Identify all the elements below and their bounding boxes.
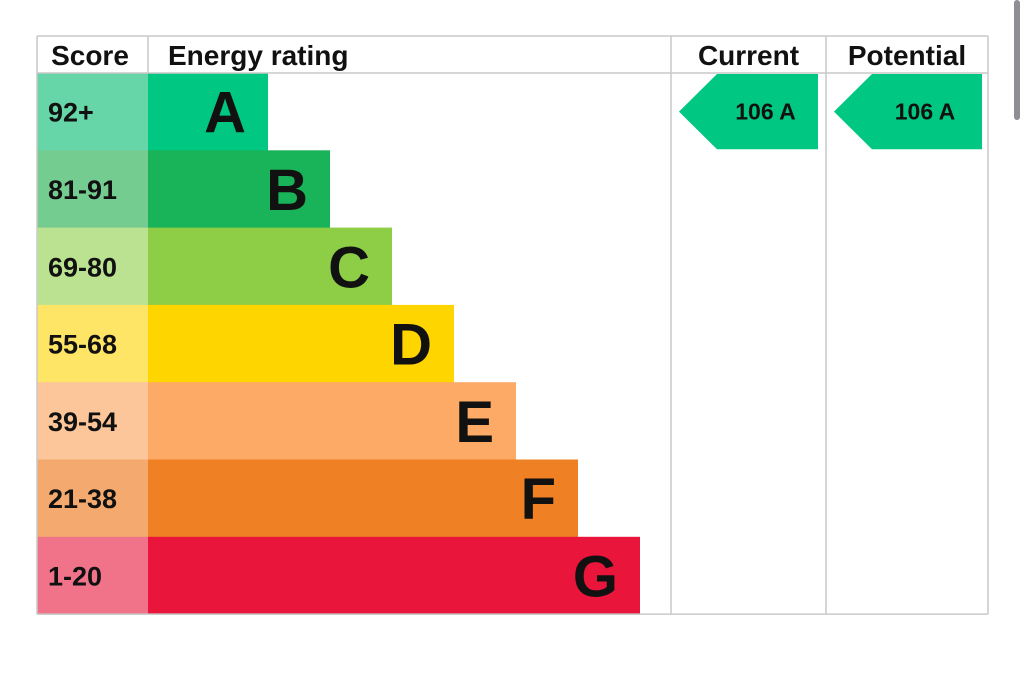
band-bar-a	[148, 73, 268, 151]
score-range-d: 55-68	[48, 330, 117, 360]
current-arrow	[679, 74, 818, 150]
header-current: Current	[698, 40, 799, 71]
score-cell-g	[37, 536, 148, 615]
header-energy-rating: Energy rating	[168, 40, 348, 71]
band-letter-b: B	[266, 158, 308, 223]
band-letter-c: C	[328, 235, 370, 300]
band-letter-f: F	[521, 467, 556, 532]
band-bar-b	[148, 150, 330, 229]
score-range-c: 69-80	[48, 252, 117, 282]
band-letter-a: A	[204, 81, 246, 146]
score-cell-d	[37, 304, 148, 383]
score-range-g: 1-20	[48, 561, 102, 591]
band-bar-d	[148, 304, 454, 383]
score-range-e: 39-54	[48, 407, 117, 437]
potential-arrow	[834, 74, 982, 150]
potential-rating-label: 106 A	[895, 99, 956, 125]
band-bar-f	[148, 459, 578, 538]
score-range-b: 81-91	[48, 175, 117, 205]
band-letter-g: G	[573, 544, 618, 609]
score-cell-c	[37, 227, 148, 306]
band-letter-d: D	[390, 313, 432, 378]
band-bar-g	[148, 536, 640, 615]
score-range-a: 92+	[48, 98, 94, 128]
band-letter-e: E	[455, 390, 494, 455]
band-bar-e	[148, 382, 516, 460]
score-cell-b	[37, 150, 148, 229]
header-potential: Potential	[848, 40, 966, 71]
score-range-f: 21-38	[48, 484, 117, 514]
score-cell-a	[37, 73, 148, 151]
score-cell-e	[37, 382, 148, 460]
score-cell-f	[37, 459, 148, 538]
scrollbar[interactable]	[1014, 0, 1020, 120]
band-bar-c	[148, 227, 392, 306]
header-score: Score	[51, 40, 129, 71]
current-rating-label: 106 A	[735, 99, 796, 125]
